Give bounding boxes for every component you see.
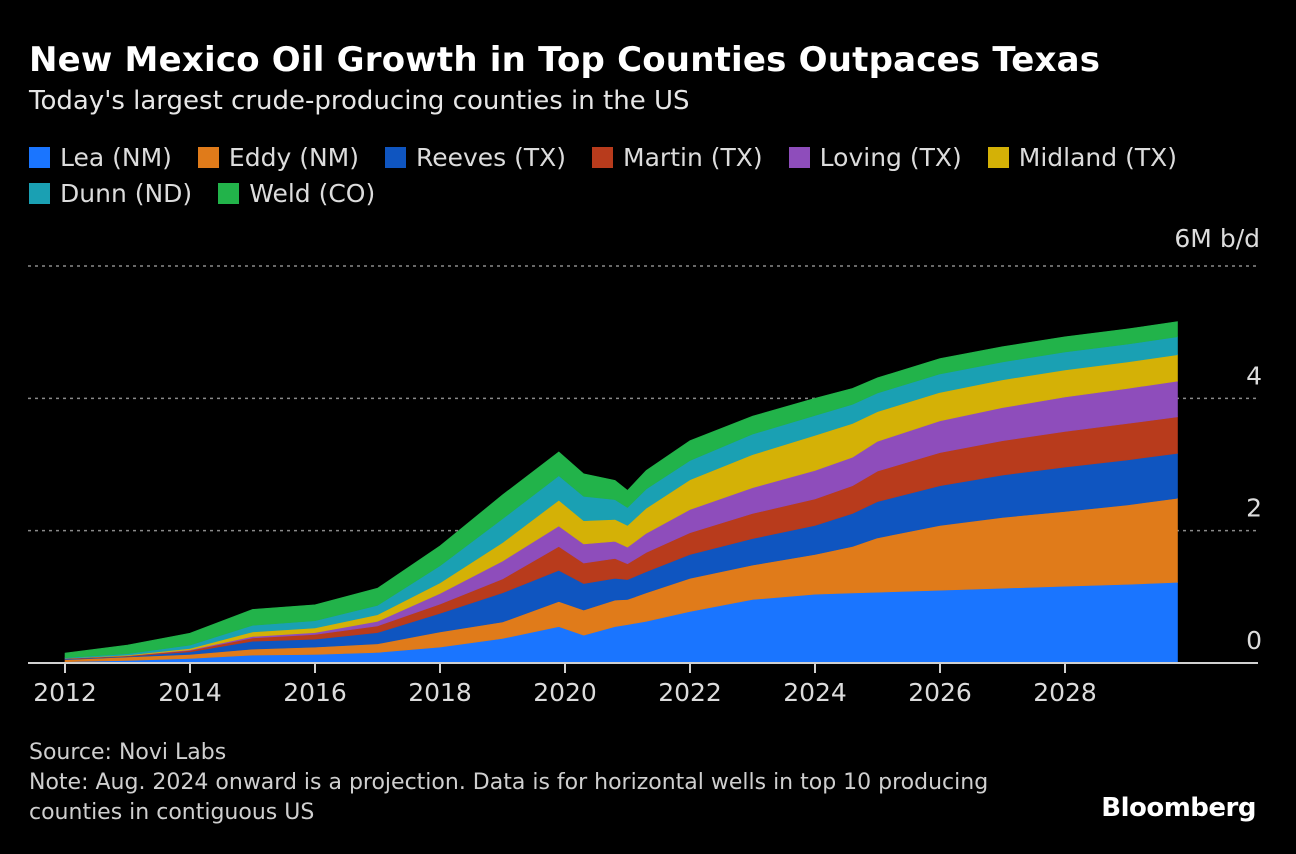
axes: 0 2 4 2012 2014 2016 2018 2020 2022 2024 2026 2028 (28, 361, 1262, 707)
legend-item: Eddy (NM) (197, 142, 359, 172)
legend-item: Dunn (ND) (29, 178, 192, 208)
legend-label: Midland (TX) (1018, 142, 1177, 172)
legend: Lea (NM) Eddy (NM) Reeves (TX) Martin (TX) L… (29, 142, 1269, 208)
x-tick-label: 2018 (408, 678, 472, 707)
x-tick-label: 2016 (283, 678, 347, 707)
y-axis-unit-label: 6M b/d (1174, 224, 1260, 253)
legend-label: Reeves (TX) (415, 142, 567, 172)
x-tick-label: 2012 (33, 678, 97, 707)
legend-label: Martin (TX) (623, 142, 763, 172)
y-tick-label: 4 (1246, 361, 1262, 390)
legend-item: Martin (TX) (592, 142, 763, 172)
area-series (64, 321, 1178, 659)
source-text: Source: Novi Labs (29, 740, 227, 765)
chart-title: New Mexico Oil Growth in Top Counties Ou… (29, 40, 1101, 80)
x-tick-label: 2026 (908, 678, 972, 707)
bloomberg-logo: Bloomberg (1101, 793, 1256, 823)
y-tick-label: 0 (1246, 626, 1262, 655)
series-areas (64, 321, 1178, 664)
y-tick-label: 2 (1246, 494, 1262, 523)
legend-item: Lea (NM) (29, 142, 172, 172)
legend-item: Reeves (TX) (384, 142, 567, 172)
legend-swatch (788, 146, 810, 168)
x-tick-label: 2024 (783, 678, 847, 707)
legend-label: Eddy (NM) (228, 142, 359, 172)
legend-label: Lea (NM) (60, 142, 172, 172)
chart-subtitle: Today's largest crude-producing counties… (29, 86, 690, 116)
legend-item: Weld (CO) (218, 178, 375, 208)
legend-swatch (592, 146, 614, 168)
legend-swatch (218, 182, 240, 204)
legend-swatch (29, 182, 50, 204)
legend-swatch (29, 146, 50, 168)
legend-swatch (987, 146, 1009, 168)
x-tick-label: 2014 (158, 678, 222, 707)
legend-label: Weld (CO) (249, 178, 376, 208)
note-text: Note: Aug. 2024 onward is a projection. … (29, 770, 989, 825)
footer: Source: Novi Labs Note: Aug. 2024 onward… (29, 738, 1009, 828)
legend-label: Loving (TX) (819, 142, 962, 172)
x-tick-label: 2022 (658, 678, 722, 707)
legend-item: Loving (TX) (788, 142, 962, 172)
x-tick-label: 2020 (533, 678, 597, 707)
x-tick-label: 2028 (1033, 678, 1097, 707)
legend-label: Dunn (ND) (60, 178, 193, 208)
legend-swatch (384, 146, 406, 168)
legend-item: Midland (TX) (987, 142, 1177, 172)
legend-swatch (197, 146, 219, 168)
